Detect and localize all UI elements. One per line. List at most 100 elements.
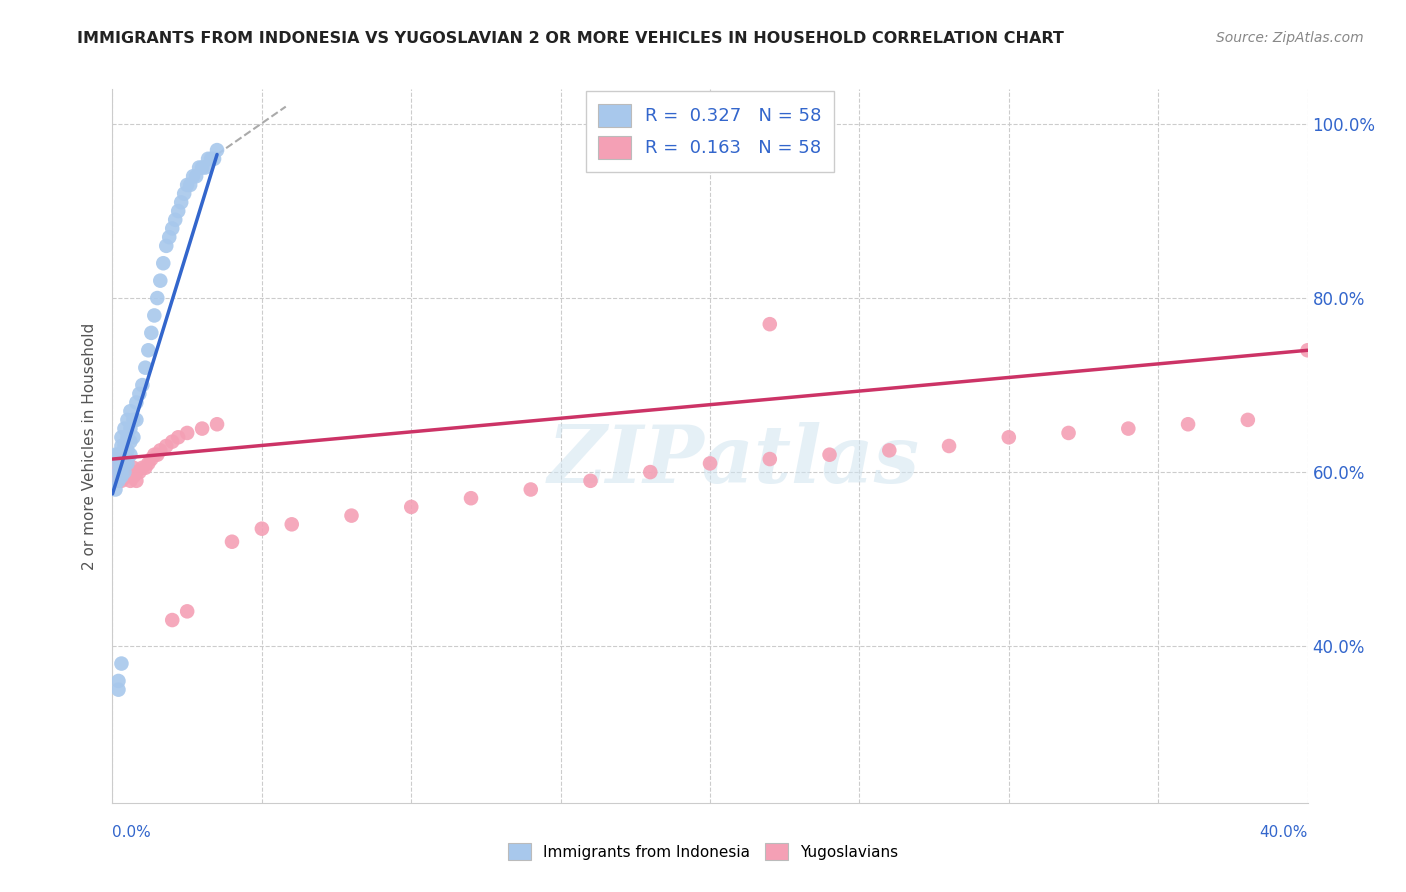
Point (155, 439, 177, 453)
Point (146, 448, 169, 462)
Point (104, 460, 127, 475)
Point (138, 457, 160, 471)
Point (152, 256, 174, 270)
Point (114, 465, 135, 479)
Point (202, 152, 225, 166)
Point (818, 448, 841, 462)
Point (114, 421, 135, 435)
Point (146, 291, 169, 305)
Point (141, 452, 163, 467)
Point (149, 443, 172, 458)
Point (128, 465, 150, 479)
Point (221, 534, 243, 549)
Point (1296, 343, 1319, 358)
Point (125, 395, 148, 409)
Point (640, 465, 662, 479)
Point (125, 413, 148, 427)
Point (104, 483, 127, 497)
Point (162, 613, 183, 627)
Point (110, 474, 132, 488)
Point (460, 491, 482, 506)
Point (110, 465, 132, 479)
Point (138, 343, 160, 358)
Point (104, 469, 127, 483)
Point (125, 474, 148, 488)
Text: ZIPatlas: ZIPatlas (548, 422, 920, 499)
Point (110, 452, 132, 467)
Point (191, 421, 214, 435)
Point (165, 212, 187, 227)
Point (107, 682, 129, 697)
Point (200, 152, 222, 166)
Point (699, 457, 721, 471)
Point (759, 452, 782, 467)
Point (998, 430, 1021, 444)
Point (205, 417, 228, 432)
Point (110, 439, 132, 453)
Point (155, 239, 177, 253)
Point (170, 195, 193, 210)
Point (205, 143, 228, 157)
Point (120, 448, 142, 462)
Point (117, 430, 139, 444)
Point (1118, 421, 1140, 435)
Point (117, 413, 139, 427)
Point (107, 474, 129, 488)
Point (197, 152, 219, 166)
Legend: R =  0.327   N = 58, R =  0.163   N = 58: R = 0.327 N = 58, R = 0.163 N = 58 (586, 91, 834, 172)
Point (114, 452, 135, 467)
Text: 40.0%: 40.0% (1260, 824, 1308, 839)
Point (117, 469, 139, 483)
Point (107, 448, 129, 462)
Point (110, 457, 132, 471)
Legend: Immigrants from Indonesia, Yugoslavians: Immigrants from Indonesia, Yugoslavians (502, 837, 904, 866)
Point (107, 474, 129, 488)
Point (107, 465, 129, 479)
Point (120, 465, 142, 479)
Point (104, 452, 127, 467)
Point (110, 469, 132, 483)
Point (128, 386, 150, 401)
Point (167, 204, 190, 219)
Point (194, 161, 217, 175)
Point (120, 404, 142, 418)
Point (162, 434, 183, 449)
Point (134, 360, 156, 375)
Point (117, 460, 139, 475)
Point (1237, 413, 1260, 427)
Point (114, 439, 135, 453)
Point (114, 469, 135, 483)
Point (117, 452, 139, 467)
Point (181, 169, 204, 184)
Point (176, 604, 198, 618)
Point (114, 457, 135, 471)
Point (176, 178, 198, 192)
Point (579, 474, 602, 488)
Text: IMMIGRANTS FROM INDONESIA VS YUGOSLAVIAN 2 OR MORE VEHICLES IN HOUSEHOLD CORRELA: IMMIGRANTS FROM INDONESIA VS YUGOSLAVIAN… (77, 31, 1064, 46)
Point (149, 274, 172, 288)
Point (122, 460, 145, 475)
Point (120, 421, 142, 435)
Point (157, 230, 180, 244)
Point (134, 460, 156, 475)
Point (401, 500, 423, 514)
Text: 0.0%: 0.0% (112, 824, 152, 839)
Y-axis label: 2 or more Vehicles in Household: 2 or more Vehicles in Household (82, 322, 97, 570)
Point (340, 508, 363, 523)
Point (131, 460, 153, 475)
Text: Source: ZipAtlas.com: Source: ZipAtlas.com (1216, 31, 1364, 45)
Point (107, 673, 129, 688)
Point (143, 309, 166, 323)
Point (143, 448, 166, 462)
Point (122, 469, 145, 483)
Point (141, 326, 163, 340)
Point (1177, 417, 1199, 432)
Point (879, 443, 901, 458)
Point (1057, 425, 1080, 440)
Point (125, 465, 148, 479)
Point (114, 460, 135, 475)
Point (110, 457, 132, 471)
Point (176, 425, 198, 440)
Point (281, 517, 304, 532)
Point (110, 465, 132, 479)
